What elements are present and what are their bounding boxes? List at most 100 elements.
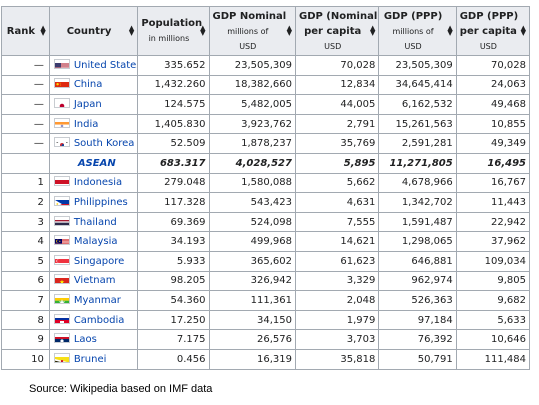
country-link[interactable]: Indonesia xyxy=(73,177,123,189)
country-link[interactable]: Philippines xyxy=(73,196,128,208)
gdp-ppp-cell: 76,392 xyxy=(378,329,457,350)
gdp-nominal-cell: 3,923,762 xyxy=(208,113,296,135)
rank-cell: 2 xyxy=(1,192,50,213)
country-link[interactable]: Brunei xyxy=(73,353,107,365)
country-link[interactable]: Japan xyxy=(73,98,102,110)
country-link[interactable]: South Korea xyxy=(73,138,135,150)
gdp-nominal-cell: 111,361 xyxy=(208,290,296,311)
population-cell: 117.328 xyxy=(137,192,210,213)
gdp-ppp-cell: 646,881 xyxy=(378,250,457,272)
country-cell: Indonesia xyxy=(48,172,139,194)
gdp-nominal-cell: 18,382,660 xyxy=(208,74,296,96)
gdp-nominal-cell: 1,878,237 xyxy=(208,133,296,154)
philippines-flag-icon xyxy=(53,195,70,206)
gdp-ppp-per-capita-cell: 10,855 xyxy=(455,113,531,135)
rank-cell: 8 xyxy=(1,309,50,331)
gdp-ppp-per-capita-cell: 49,468 xyxy=(455,94,531,115)
column-header-sublabel: millions of xyxy=(227,26,269,36)
rank-cell xyxy=(1,152,50,174)
country-cell: Myanmar xyxy=(48,290,139,311)
gdp-ppp-cell: 526,363 xyxy=(378,290,457,311)
country-link[interactable]: Cambodia xyxy=(73,314,125,326)
population-cell: 335.652 xyxy=(137,55,210,76)
country-cell: India xyxy=(48,113,139,135)
gdp-ppp-cell: 962,974 xyxy=(378,270,457,292)
gdp-ppp-cell: 34,645,414 xyxy=(378,74,457,96)
country-link[interactable]: Myanmar xyxy=(73,294,121,306)
country-cell: Laos xyxy=(48,329,139,350)
column-header-gdp-nominal-per-capita[interactable]: GDP (Nominal) per capita USD ▲ ▼ xyxy=(294,6,380,56)
india-flag-icon xyxy=(53,117,70,128)
gdp-nominal-cell: 1,580,088 xyxy=(208,172,296,194)
gdp-nominal-per-capita-cell: 5,895 xyxy=(294,152,380,174)
gdp-nominal-per-capita-cell: 70,028 xyxy=(294,55,380,76)
column-header-gdp-ppp-per-capita[interactable]: GDP (PPP) per capita USD ▲ ▼ xyxy=(455,6,531,56)
country-link[interactable]: Vietnam xyxy=(73,275,116,287)
gdp-ppp-per-capita-cell: 10,646 xyxy=(455,329,531,350)
sort-icon[interactable]: ▲ ▼ xyxy=(128,24,135,37)
column-header-country[interactable]: Country ▲ ▼ xyxy=(48,6,139,56)
gdp-nominal-per-capita-cell: 35,818 xyxy=(294,348,380,370)
gdp-ppp-cell: 2,591,281 xyxy=(378,133,457,154)
table-body: — United States 335.652 23,505,309 70,028 2 3,… xyxy=(1,55,531,370)
sort-icon[interactable]: ▲ ▼ xyxy=(40,24,46,37)
table-row: 3 Thailand 69.369 524,098 7,555 1,591,487 22,9… xyxy=(1,211,531,233)
rank-cell: 7 xyxy=(1,290,50,311)
rank-cell: 9 xyxy=(1,329,50,350)
gdp-ppp-per-capita-cell: 16,495 xyxy=(455,152,531,174)
column-header-population[interactable]: Population in millions ▲ ▼ xyxy=(137,6,210,56)
country-link[interactable]: India xyxy=(73,118,99,130)
country-link[interactable]: United States xyxy=(73,59,138,71)
table-row: 2 Philippines 117.328 543,423 4,631 1,342,702… xyxy=(1,192,531,213)
gdp-ppp-per-capita-cell: 37,962 xyxy=(455,231,531,252)
column-header-label-line2: per capita xyxy=(459,25,517,37)
country-link[interactable]: China xyxy=(73,79,103,91)
table-header-row: Rank ▲ ▼ Country ▲ ▼ Population in million… xyxy=(1,6,531,56)
sort-icon[interactable]: ▲ ▼ xyxy=(520,24,526,37)
myanmar-flag-icon xyxy=(53,293,70,304)
gdp-nominal-cell: 5,482,005 xyxy=(208,94,296,115)
gdp-nominal-cell: 543,423 xyxy=(208,192,296,213)
country-link[interactable]: Thailand xyxy=(73,216,117,228)
gdp-ppp-cell: 50,791 xyxy=(378,348,457,370)
gdp-ppp-cell: 4,678,966 xyxy=(378,172,457,194)
gdp-ppp-per-capita-cell: 9,682 xyxy=(455,290,531,311)
country-link[interactable]: Laos xyxy=(73,334,97,346)
gdp-nominal-per-capita-cell: 44,005 xyxy=(294,94,380,115)
rank-cell: — xyxy=(1,133,50,154)
country-cell: China xyxy=(48,74,139,96)
column-header-label: GDP (PPP) xyxy=(383,10,443,22)
sort-icon[interactable]: ▲ ▼ xyxy=(286,24,292,37)
population-cell: 1,432.260 xyxy=(137,74,210,96)
column-header-label: GDP (PPP) xyxy=(459,10,519,22)
gdp-table-container: Rank ▲ ▼ Country ▲ ▼ Population in million… xyxy=(1,6,531,370)
gdp-nominal-per-capita-cell: 14,621 xyxy=(294,231,380,252)
gdp-nominal-per-capita-cell: 2,791 xyxy=(294,113,380,135)
sort-icon[interactable]: ▲ ▼ xyxy=(370,24,376,37)
column-header-gdp-nominal[interactable]: GDP Nominal millions of USD ▲ ▼ xyxy=(208,6,296,56)
country-link[interactable]: Singapore xyxy=(73,255,125,267)
thailand-flag-icon xyxy=(53,215,70,226)
source-caption: Source: Wikipedia based on IMF data xyxy=(29,383,213,395)
country-link[interactable]: Malaysia xyxy=(73,236,118,248)
gdp-ppp-per-capita-cell: 5,633 xyxy=(455,309,531,331)
sort-icon[interactable]: ▲ ▼ xyxy=(447,24,453,37)
rank-cell: 10 xyxy=(1,348,50,370)
gdp-ppp-per-capita-cell: 16,767 xyxy=(455,172,531,194)
table-row: — India 1,405.830 3,923,762 2,791 15,261,563 1… xyxy=(1,113,531,135)
sort-icon[interactable]: ▲ ▼ xyxy=(200,24,206,37)
gdp-nominal-per-capita-cell: 61,623 xyxy=(294,250,380,272)
country-cell: Japan xyxy=(48,94,139,115)
table-row: 1 Indonesia 279.048 1,580,088 5,662 4,678,966… xyxy=(1,172,531,194)
column-header-sublabel: millions of xyxy=(392,26,434,36)
gdp-nominal-cell: 23,505,309 xyxy=(208,55,296,76)
column-header-gdp-ppp[interactable]: GDP (PPP) millions of USD ▲ ▼ xyxy=(378,6,457,56)
column-header-rank[interactable]: Rank ▲ ▼ xyxy=(1,6,50,56)
gdp-ppp-cell: 97,184 xyxy=(378,309,457,331)
country-link[interactable]: ASEAN xyxy=(77,157,116,169)
population-cell: 5.933 xyxy=(137,250,210,272)
population-cell: 124.575 xyxy=(137,94,210,115)
rank-cell: 3 xyxy=(1,211,50,233)
rank-cell: — xyxy=(1,113,50,135)
singapore-flag-icon xyxy=(53,254,70,265)
